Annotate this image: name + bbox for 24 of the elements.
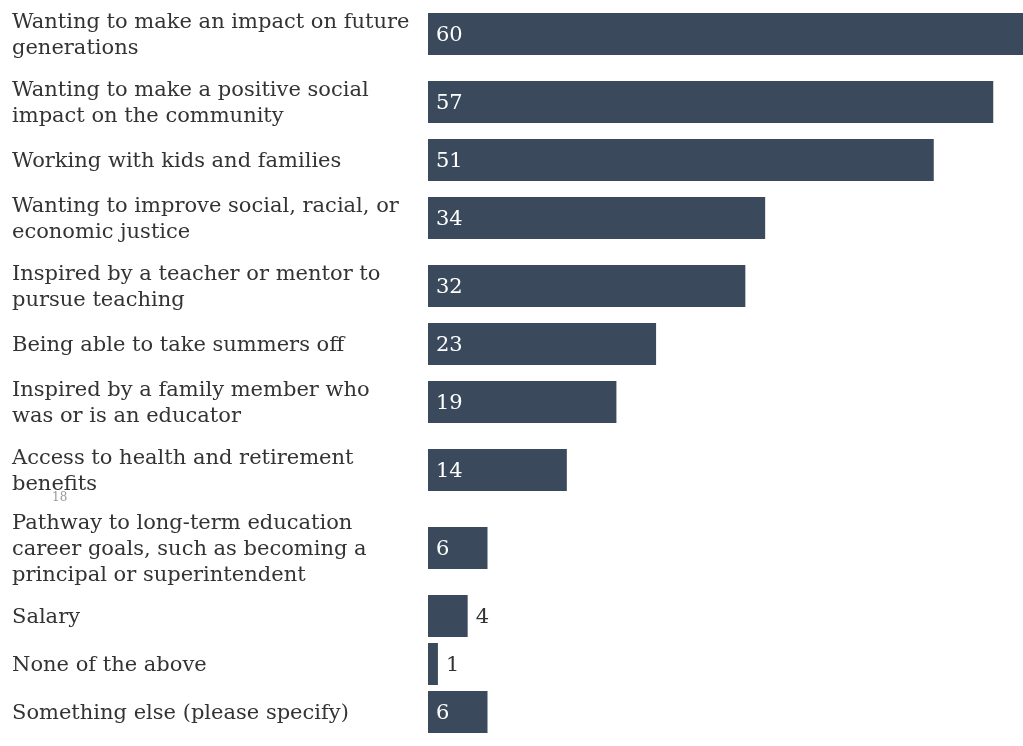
data-label: 60 [436, 22, 463, 47]
y-tick-label: Wanting to improve social, racial, or economic justice [12, 193, 400, 244]
y-tick-label: Wanting to make an impact on future generations [12, 9, 410, 60]
data-label: 23 [436, 332, 463, 357]
y-tick-label: Salary [12, 604, 81, 629]
data-label: 57 [436, 90, 463, 115]
y-tick-label: Working with kids and families [12, 148, 342, 173]
data-label: 4 [475, 604, 490, 629]
y-tick-label: Wanting to make a positive social impact on the community [12, 77, 369, 128]
data-label: 32 [436, 274, 463, 299]
y-tick-label: Pathway to long-term education career goals, such as becoming a principal or superintendent [12, 510, 367, 587]
data-label: 19 [436, 390, 463, 415]
y-tick-label: Inspired by a family member who was or is an educator [12, 377, 370, 428]
text: 18 [52, 490, 68, 504]
data-label: 14 [436, 458, 463, 483]
y-tick-label: Being able to take summers off [12, 332, 347, 357]
data-label: 1 [445, 652, 460, 677]
y-tick-label: None of the above [12, 652, 207, 677]
data-label: 6 [436, 536, 450, 561]
data-label: 34 [436, 206, 463, 231]
data-label: 51 [436, 148, 463, 173]
data-label: 6 [436, 700, 450, 725]
y-tick-label: Something else (please specify) [12, 700, 349, 725]
y-tick-label: Inspired by a teacher or mentor to pursue teaching [12, 261, 381, 312]
